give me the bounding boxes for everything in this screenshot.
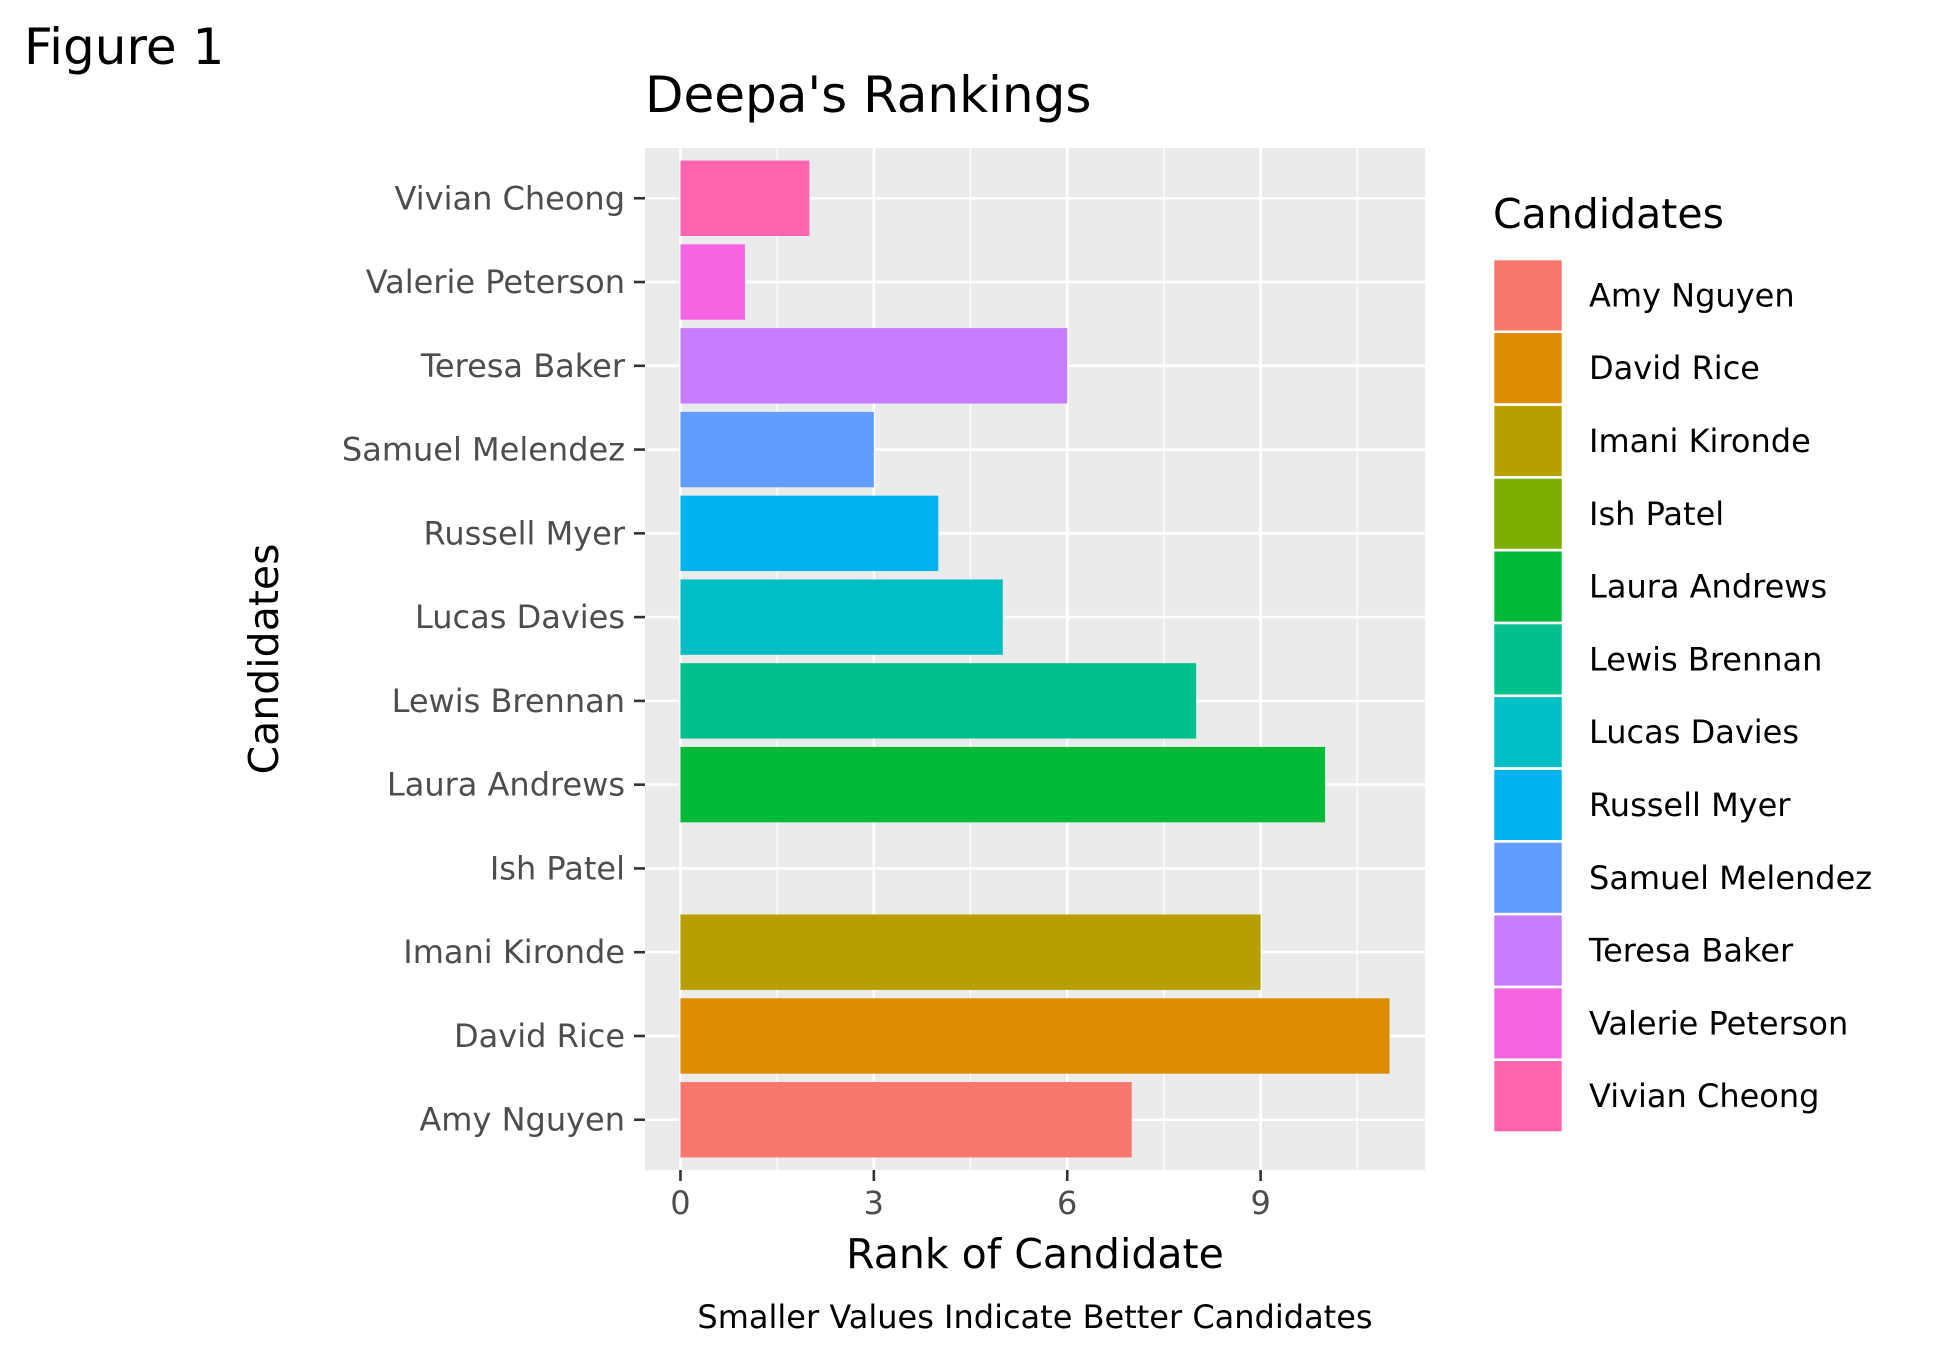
bar-samuel-melendez — [680, 411, 874, 488]
y-axis-title: Candidates — [240, 544, 288, 775]
legend-key-lewis-brennan — [1491, 621, 1565, 698]
legend-key-imani-kironde — [1491, 403, 1565, 479]
x-axis-caption: Smaller Values Indicate Better Candidate… — [697, 1298, 1372, 1336]
legend-key-laura-andrews — [1491, 548, 1565, 625]
legend-label: Lewis Brennan — [1589, 640, 1822, 678]
legend-label: Laura Andrews — [1589, 568, 1827, 606]
legend-key-ish-patel — [1491, 476, 1565, 552]
x-tick-label: 6 — [1057, 1184, 1077, 1222]
y-tick-label: Imani Kironde — [403, 933, 625, 971]
legend-key-vivian-cheong — [1491, 1058, 1565, 1134]
bar-david-rice — [680, 998, 1390, 1074]
bar-russell-myer — [680, 495, 939, 572]
legend-label: Valerie Peterson — [1589, 1004, 1848, 1042]
bar-imani-kironde — [680, 914, 1261, 990]
bar-laura-andrews — [680, 746, 1326, 823]
x-axis: 0 3 6 9 — [670, 1170, 1271, 1222]
y-tick-label: Ish Patel — [490, 849, 625, 887]
x-tick-label: 3 — [864, 1184, 884, 1222]
legend-label: Lucas Davies — [1589, 713, 1799, 751]
y-tick-label: Lucas Davies — [415, 598, 625, 636]
y-tick-label: Vivian Cheong — [395, 179, 625, 217]
y-tick-label: Teresa Baker — [420, 347, 626, 385]
bar-valerie-peterson — [680, 244, 745, 320]
y-tick-label: Lewis Brennan — [392, 682, 625, 720]
legend-key-amy-nguyen — [1491, 257, 1565, 334]
chart-title: Deepa's Rankings — [645, 66, 1091, 124]
legend-label: Russell Myer — [1589, 786, 1791, 824]
bar-teresa-baker — [680, 328, 1068, 404]
legend-label: Teresa Baker — [1588, 932, 1794, 970]
legend-key-samuel-melendez — [1491, 840, 1565, 916]
y-tick-label: Laura Andrews — [387, 766, 625, 804]
legend-label: David Rice — [1589, 349, 1760, 387]
legend-title: Candidates — [1493, 190, 1724, 238]
legend-key-david-rice — [1491, 330, 1565, 406]
y-axis: Amy Nguyen David Rice Imani Kironde Ish Pat… — [342, 179, 645, 1139]
legend-key-lucas-davies — [1491, 694, 1565, 770]
x-tick-label: 0 — [670, 1184, 690, 1222]
legend-key-valerie-peterson — [1491, 985, 1565, 1062]
legend-label: Imani Kironde — [1589, 422, 1811, 460]
legend-key-russell-myer — [1491, 767, 1565, 843]
legend-label: Ish Patel — [1589, 495, 1724, 533]
y-tick-label: Valerie Peterson — [366, 263, 625, 301]
legend-label: Vivian Cheong — [1589, 1077, 1819, 1115]
legend: Amy Nguyen David Rice Imani Kironde Ish Pat… — [1491, 257, 1872, 1134]
figure-label: Figure 1 — [24, 18, 225, 76]
y-tick-label: David Rice — [454, 1017, 625, 1055]
y-tick-label: Amy Nguyen — [419, 1101, 625, 1139]
bar-amy-nguyen — [680, 1082, 1132, 1158]
x-tick-label: 9 — [1250, 1184, 1270, 1222]
y-tick-label: Russell Myer — [424, 514, 626, 552]
bar-vivian-cheong — [680, 160, 810, 236]
legend-key-teresa-baker — [1491, 912, 1565, 989]
y-tick-label: Samuel Melendez — [342, 431, 625, 469]
bar-lewis-brennan — [680, 663, 1197, 739]
bars — [680, 160, 1390, 1158]
bar-lucas-davies — [680, 579, 1003, 655]
legend-label: Samuel Melendez — [1589, 859, 1872, 897]
x-axis-title: Rank of Candidate — [846, 1230, 1224, 1278]
legend-label: Amy Nguyen — [1589, 276, 1795, 314]
